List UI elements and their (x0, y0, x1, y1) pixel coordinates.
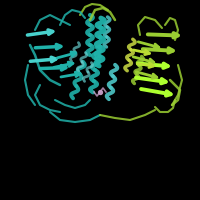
Point (98, 90, 102, 94)
